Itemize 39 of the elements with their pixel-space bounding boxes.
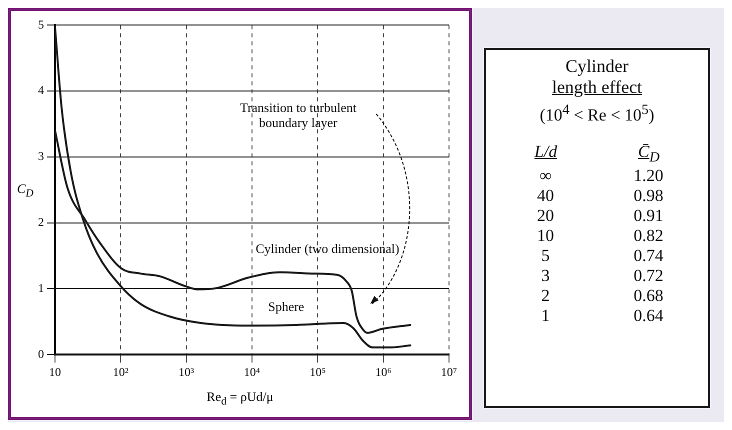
series-label: Sphere — [268, 298, 304, 314]
text: 1.20 — [634, 166, 664, 186]
category-label: 20 — [536, 206, 555, 226]
x-tick-label: 10² — [112, 364, 129, 379]
y-tick-label: 2 — [38, 214, 44, 229]
text: 0.64 — [634, 306, 664, 326]
text: (10$^{4}$ < Re < 10$^{5}$) — [538, 102, 656, 126]
text: 0.68 — [634, 286, 664, 306]
annotation: Transition to turbulent boundary layer — [240, 100, 357, 130]
category-label: ∞ — [538, 166, 553, 186]
category-label: 5 — [540, 246, 551, 266]
category-label: 40 — [536, 186, 555, 206]
text: length effect — [550, 77, 644, 98]
text: 0.91 — [634, 206, 664, 226]
text: C̄$_{D}$ — [638, 142, 660, 166]
category-label: 2 — [540, 286, 551, 306]
y-tick-label: 5 — [38, 17, 44, 32]
x-tick-label: 10³ — [178, 364, 195, 379]
text: 0.74 — [634, 246, 664, 266]
y-tick-label: 3 — [38, 149, 44, 164]
x-tick-label: 10⁷ — [440, 364, 458, 379]
text: Cylinder — [564, 56, 630, 77]
x-tick-label: 10⁴ — [244, 364, 260, 379]
text: 0.72 — [634, 266, 664, 286]
y-tick-label: 0 — [38, 346, 44, 361]
category-label: 3 — [540, 266, 551, 286]
category-label: 10 — [536, 226, 555, 246]
x-tick-label: 10 — [49, 364, 61, 379]
y-axis-title: C$_{D}$ — [17, 181, 34, 200]
text: 0.98 — [634, 186, 664, 206]
text: L/d — [534, 142, 558, 163]
series-label: Cylinder (two dimensional) — [256, 240, 400, 256]
y-tick-label: 1 — [38, 280, 44, 295]
category-label: 1 — [540, 306, 551, 326]
x-tick-label: 10⁵ — [310, 364, 326, 379]
x-tick-label: 10⁶ — [375, 364, 392, 379]
y-tick-label: 4 — [38, 83, 44, 98]
x-axis-title: Re$_{d}$ = ρUd/μ — [206, 389, 274, 408]
text: 0.82 — [634, 226, 664, 246]
